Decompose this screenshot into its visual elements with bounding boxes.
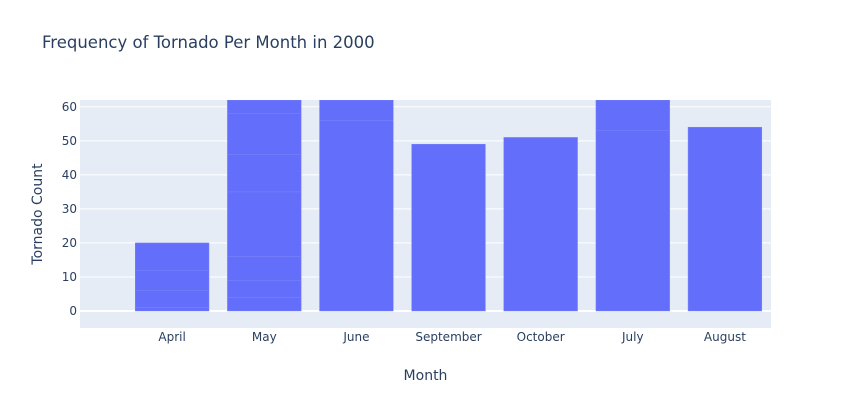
x-tick-label-october: October (517, 330, 565, 344)
y-tick-label: 30 (62, 202, 77, 216)
chart-title: Frequency of Tornado Per Month in 2000 (42, 33, 375, 52)
bar-segment-july (595, 130, 670, 312)
y-tick-label: 40 (62, 168, 77, 182)
bar-segment-april (135, 290, 210, 308)
y-tick-label: 10 (62, 270, 77, 284)
y-tick-labels: 0 10 20 30 40 50 60 (62, 100, 77, 318)
bar-segment-october (503, 137, 578, 312)
y-tick-label: 60 (62, 100, 77, 114)
bar-segment-may (227, 113, 302, 155)
y-axis-title: Tornado Count (30, 163, 46, 266)
bar-segment-september (411, 143, 486, 312)
bars (135, 100, 763, 312)
y-tick-label: 20 (62, 236, 77, 250)
x-tick-label-august: August (704, 330, 746, 344)
x-tick-label-july: July (621, 330, 644, 344)
bar-segment-july (595, 100, 670, 131)
bar-segment-june (319, 100, 394, 121)
bar-segment-june (319, 120, 394, 312)
x-tick-label-april: April (158, 330, 185, 344)
y-tick-label: 50 (62, 134, 77, 148)
bar-segment-may (227, 191, 302, 257)
x-axis-title: Month (404, 368, 448, 384)
x-tick-label-june: June (342, 330, 369, 344)
x-tick-label-september: September (415, 330, 481, 344)
bar-segment-may (227, 256, 302, 281)
bar-segment-april (135, 242, 210, 271)
x-tick-label-may: May (252, 330, 277, 344)
bar-segment-may (227, 280, 302, 298)
bar-segment-april (135, 307, 210, 312)
bar-segment-august (687, 126, 763, 312)
x-tick-labels: April May June September October July August (158, 330, 746, 344)
bar-segment-may (227, 154, 302, 193)
bar-segment-april (135, 269, 210, 291)
y-tick-label: 0 (69, 304, 77, 318)
bar-segment-may (227, 297, 302, 312)
bar-segment-may (227, 100, 302, 114)
